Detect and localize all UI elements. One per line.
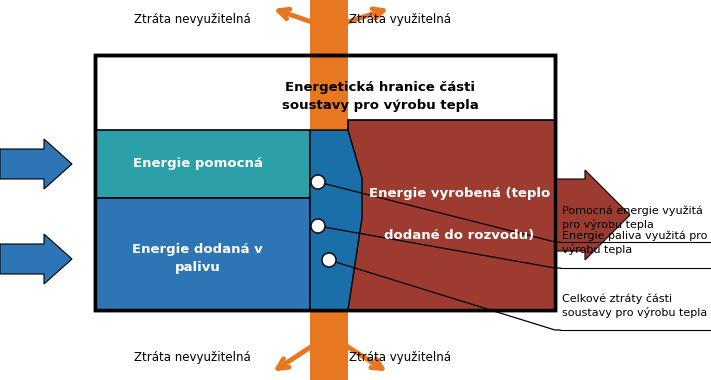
Bar: [95, 55, 555, 310]
Text: Energie paliva využitá pro
výrobu tepla: Energie paliva využitá pro výrobu tepla: [562, 231, 707, 255]
Circle shape: [322, 253, 336, 267]
Text: Ztráta využitelná: Ztráta využitelná: [349, 352, 451, 364]
Text: Energetická hranice části
soustavy pro výrobu tepla: Energetická hranice části soustavy pro v…: [282, 81, 479, 112]
Bar: [95, 198, 310, 310]
Text: Energie pomocná: Energie pomocná: [132, 157, 262, 171]
Circle shape: [311, 175, 325, 189]
Text: Energie dodaná v
palivu: Energie dodaná v palivu: [132, 244, 263, 274]
Bar: [348, 120, 555, 310]
Text: Celkové ztráty části
soustavy pro výrobu tepla: Celkové ztráty části soustavy pro výrobu…: [562, 294, 707, 318]
Bar: [310, 18, 348, 380]
Text: Ztráta využitelná: Ztráta využitelná: [349, 14, 451, 27]
Polygon shape: [555, 170, 630, 260]
Polygon shape: [0, 139, 72, 189]
Polygon shape: [310, 130, 362, 310]
Text: Pomocná energie využitá
pro výrobu tepla: Pomocná energie využitá pro výrobu tepla: [562, 206, 703, 230]
Bar: [95, 55, 555, 310]
Circle shape: [311, 219, 325, 233]
Polygon shape: [0, 234, 72, 284]
Text: Ztráta nevyužitelná: Ztráta nevyužitelná: [134, 14, 251, 27]
Text: Ztráta nevyužitelná: Ztráta nevyužitelná: [134, 352, 251, 364]
Bar: [310, 0, 348, 310]
Bar: [95, 130, 310, 198]
Text: Energie vyrobená (teplo

dodané do rozvodu): Energie vyrobená (teplo dodané do rozvod…: [369, 187, 550, 242]
